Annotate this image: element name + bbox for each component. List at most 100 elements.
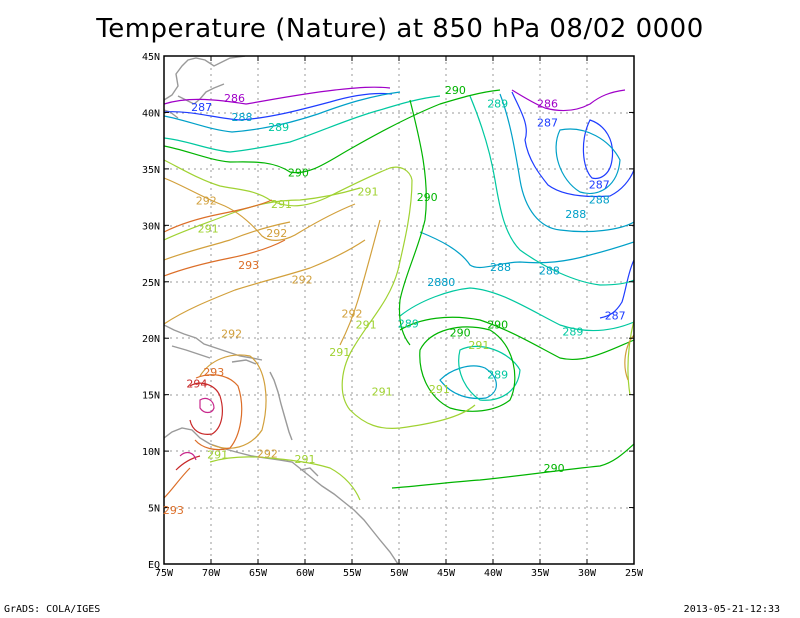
contour-289 [458,345,521,401]
contour-287 [582,119,614,180]
contour-292 [164,221,291,261]
contour-label: 292 [292,274,313,287]
lon-tick-label: 40W [484,568,503,579]
contour-292 [199,354,267,449]
contour-label: 291 [356,319,377,332]
lat-tick-label: 25N [142,278,160,289]
contour-label: 293 [203,366,224,379]
lat-tick-label: EQ [148,560,160,571]
lon-tick-label: 45W [437,568,456,579]
contour-label: 291 [329,346,350,359]
contour-292 [164,177,356,241]
contour-288 [555,128,621,194]
lat-tick-label: 20N [142,334,160,345]
contour-label: 287 [605,310,626,323]
contour-289 [469,95,634,286]
contour-287 [511,91,634,198]
lat-tick-label: 15N [142,391,160,402]
contour-label: 288 [589,193,610,206]
footer-timestamp: 2013-05-21-12:33 [683,604,780,615]
contour-label: 289 [487,97,508,110]
contour-label: 290 [445,84,466,97]
lat-tick-label: 40N [142,108,160,119]
graticule [164,56,634,564]
contour-287 [164,92,393,121]
contour-label: 288 [232,111,253,124]
lat-tick-label: 10N [142,447,160,458]
contour-293 [164,467,191,499]
contour-label: 290 [450,327,471,340]
contour-288 [439,365,497,400]
contour-292 [164,239,366,325]
contour-295 [199,397,215,414]
contour-294 [175,455,201,471]
contour-label: 291 [295,453,316,466]
contour-label: 291 [271,198,292,211]
lat-tick-label: 45N [142,52,160,63]
contour-label: 291 [429,383,450,396]
contour-label: 291 [198,223,219,236]
contour-286 [164,86,391,105]
contour-288 [419,231,634,269]
contour-label: 287 [537,117,558,130]
lon-tick-label: 55W [343,568,362,579]
contour-292 [339,219,381,346]
contour-290 [391,443,634,489]
contour-293 [164,199,273,233]
footer-credit: GrADS: COLA/IGES [4,604,101,615]
contour-label: 292 [221,328,242,341]
contour-label: 289 [562,325,583,338]
contour-291 [341,179,476,430]
contour-290 [419,326,516,412]
contour-label: 292 [196,194,217,207]
contour-label: 292 [257,447,278,460]
contour-label: 291 [207,448,228,461]
contour-293 [194,374,243,451]
contour-291 [164,159,413,207]
axis-ticks [163,55,635,565]
contour-label: 288 [565,208,586,221]
contour-288 [164,91,401,133]
contour-label: 289 [398,318,419,331]
contour-label: 289 [268,121,289,134]
contour-291 [209,456,361,501]
temperature-contours [164,86,634,501]
contour-290 [399,316,634,360]
lon-tick-label: 75W [155,568,174,579]
lon-tick-label: 25W [625,568,644,579]
contour-292 [624,334,634,381]
contour-label: 289 [487,368,508,381]
lon-tick-label: 50W [390,568,409,579]
lat-tick-label: 30N [142,221,160,232]
contour-label: 292 [342,307,363,320]
contour-label: 293 [163,504,184,517]
contour-label: 291 [357,185,378,198]
contour-label: 290 [487,319,508,332]
contour-293 [164,239,286,277]
contour-290 [164,89,501,174]
lon-tick-label: 30W [578,568,597,579]
contour-295 [179,451,197,461]
contour-label: 287 [589,179,610,192]
contour-289 [164,95,441,153]
contour-290 [398,99,427,346]
contour-label: 290 [417,191,438,204]
contour-label: 294 [186,377,207,390]
contour-289 [399,287,634,332]
lon-tick-label: 35W [531,568,550,579]
lon-tick-label: 60W [296,568,315,579]
contour-label: 291 [468,339,489,352]
contour-label: 2880 [427,276,455,289]
contour-label: 290 [288,166,309,179]
contour-label: 288 [539,264,560,277]
contour-287 [599,259,634,319]
axis-tick-labels: 75W 70W 65W 60W 55W 50W 45W 40W 35W 30W 25W EQ 5N 10N… [142,52,644,579]
lon-tick-label: 65W [249,568,268,579]
contour-291 [627,319,634,396]
contour-label: 292 [266,227,287,240]
map-title: Temperature (Nature) at 850 hPa 08/02 00… [96,14,704,44]
contour-label: 293 [238,259,259,272]
contour-label: 288 [490,261,511,274]
